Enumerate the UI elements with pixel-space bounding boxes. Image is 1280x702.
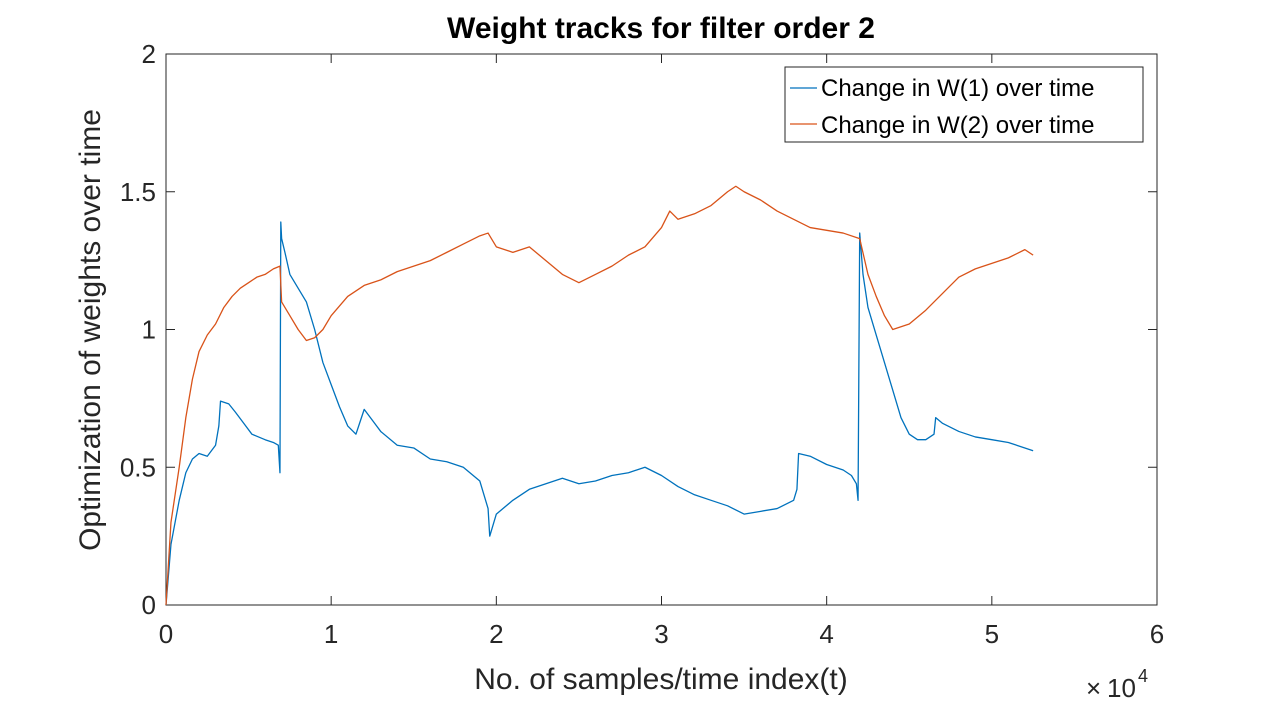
- x-tick-label: 2: [489, 619, 503, 649]
- x-multiplier-base: 10: [1107, 673, 1136, 702]
- series-line-w1: [165, 221, 1034, 606]
- x-tick-label: 1: [324, 619, 338, 649]
- y-tick-label: 1: [142, 315, 156, 345]
- legend-label-w1: Change in W(1) over time: [821, 75, 1094, 102]
- x-tick-label: 4: [819, 619, 833, 649]
- x-axis: 0 1 2 3 4 5 6: [159, 54, 1164, 649]
- y-tick-label: 2: [142, 39, 156, 69]
- x-tick-label: 5: [985, 619, 999, 649]
- x-axis-multiplier: × 10 4: [1086, 666, 1148, 702]
- series-layer: [165, 185, 1034, 606]
- x-tick-label: 3: [654, 619, 668, 649]
- y-axis: 0 0.5 1 1.5 2: [120, 39, 1157, 620]
- y-tick-label: 1.5: [120, 177, 156, 207]
- legend-box: [784, 66, 1144, 143]
- legend-label-w2: Change in W(2) over time: [821, 112, 1094, 139]
- plot-area: [165, 53, 1158, 606]
- y-tick-label: 0: [142, 590, 156, 620]
- legend: Change in W(1) over time Change in W(2) …: [784, 66, 1144, 143]
- x-tick-label: 6: [1150, 619, 1164, 649]
- x-multiplier-times-symbol: ×: [1086, 673, 1101, 702]
- x-axis-label: No. of samples/time index(t): [474, 663, 847, 696]
- chart-title: Weight tracks for filter order 2: [447, 12, 875, 45]
- y-tick-label: 0.5: [120, 452, 156, 482]
- x-multiplier-exponent: 4: [1138, 666, 1148, 686]
- y-axis-label: Optimization of weights over time: [74, 109, 107, 551]
- series-line-w2: [165, 185, 1034, 606]
- x-tick-label: 0: [159, 619, 173, 649]
